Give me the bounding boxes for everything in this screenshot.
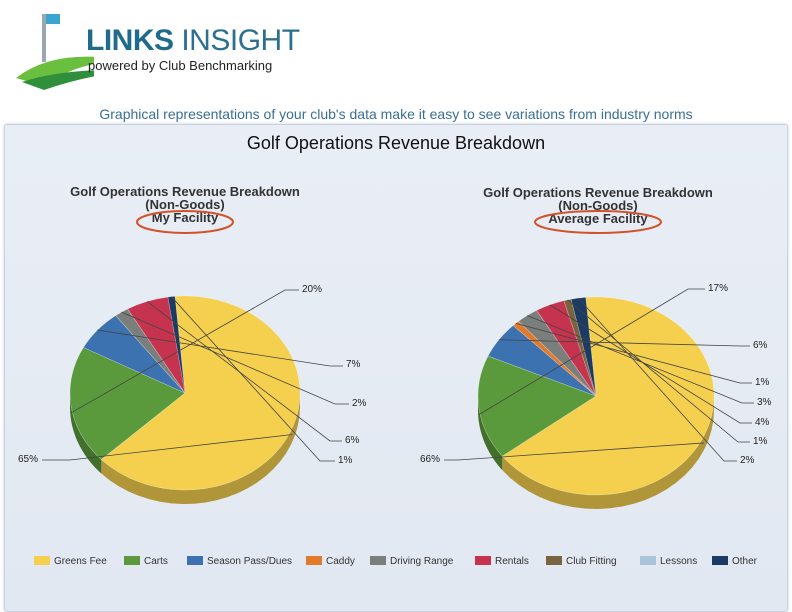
legend-swatch: [370, 556, 386, 565]
slice-label: 1%: [755, 377, 770, 388]
legend-swatch: [187, 556, 203, 565]
slice-label: 6%: [345, 435, 360, 446]
legend-label: Lessons: [660, 556, 697, 567]
pie-slice-greens-fee[interactable]: [501, 296, 715, 496]
chart-title-line: Average Facility: [548, 211, 648, 226]
golf-flag-icon: [16, 14, 94, 90]
legend-item-season-pass-dues[interactable]: Season Pass/Dues: [187, 556, 292, 567]
legend-item-club-fitting[interactable]: Club Fitting: [546, 556, 617, 567]
highlight-circle: [136, 210, 234, 234]
chart-title-line: (Non-Goods): [558, 198, 637, 213]
pie-side-walls: [70, 393, 300, 504]
panel-title: Golf Operations Revenue Breakdown: [246, 133, 546, 153]
slice-label: 3%: [757, 397, 772, 408]
legend-label: Driving Range: [390, 556, 454, 567]
leader-line: [444, 442, 704, 461]
slice-label: 4%: [755, 417, 770, 428]
leader-line: [567, 299, 750, 443]
leader-line: [578, 297, 737, 462]
legend-label: Season Pass/Dues: [207, 556, 292, 567]
legend-item-other[interactable]: Other: [712, 556, 758, 567]
chart-title-line: (Non-Goods): [145, 197, 224, 212]
chart-title-line: My Facility: [152, 210, 219, 225]
leader-line: [171, 296, 335, 462]
pie-slice-greens-fee[interactable]: [100, 295, 301, 491]
slice-label: 1%: [753, 436, 768, 447]
pie-chart-2: 66% 17% 6% 1% 3% 4% 1% 2% Golf Operations Revenu…: [420, 185, 772, 509]
leader-line: [515, 322, 752, 384]
slice-label: 2%: [352, 398, 367, 409]
legend-item-greens-fee[interactable]: Greens Fee: [34, 556, 107, 567]
legend-label: Caddy: [326, 556, 355, 567]
legend-item-lessons[interactable]: Lessons: [640, 556, 697, 567]
pie-side-walls: [478, 396, 714, 509]
leader-line: [478, 288, 705, 416]
chart-title-line: Golf Operations Revenue Breakdown: [483, 185, 713, 200]
legend-label: Rentals: [495, 556, 529, 567]
legend-swatch: [546, 556, 562, 565]
highlight-circle: [534, 210, 662, 234]
slice-label: 20%: [302, 284, 322, 295]
slice-label: 7%: [346, 359, 361, 370]
leader-line: [498, 339, 750, 347]
chart-title-line: Golf Operations Revenue Breakdown: [70, 184, 300, 199]
slice-label: 6%: [753, 340, 768, 351]
pie-slice-driving-range[interactable]: [115, 308, 186, 394]
legend-label: Other: [732, 556, 758, 567]
legend-item-driving-range[interactable]: Driving Range: [370, 556, 454, 567]
leader-line: [97, 329, 343, 367]
legend-swatch: [306, 556, 322, 565]
legend-item-rentals[interactable]: Rentals: [475, 556, 529, 567]
legend-swatch: [475, 556, 491, 565]
slice-label: 2%: [740, 455, 755, 466]
leader-line: [549, 304, 752, 424]
pie-chart-1: 65% 20% 7% 2% 6% 1% Golf Operations Revenue Br…: [18, 184, 367, 504]
brand-title: LINKS INSIGHT: [86, 24, 300, 57]
legend-item-caddy[interactable]: Caddy: [306, 556, 355, 567]
pie-slice-season-pass-dues[interactable]: [82, 315, 186, 394]
tagline: Graphical representations of your club's…: [99, 106, 693, 122]
leader-line: [121, 311, 349, 405]
legend-label: Greens Fee: [54, 556, 107, 567]
slice-label: 65%: [18, 454, 38, 465]
slice-label: 17%: [708, 283, 728, 294]
leader-line: [42, 434, 293, 461]
legend-label: Club Fitting: [566, 556, 617, 567]
leader-line: [146, 301, 342, 442]
leader-line: [70, 289, 299, 414]
legend-swatch: [34, 556, 50, 565]
pie-side-greens-fee: [502, 396, 714, 509]
brand-subtitle: powered by Club Benchmarking: [88, 58, 273, 73]
legend-swatch: [640, 556, 656, 565]
pie-slice-carts[interactable]: [69, 347, 186, 460]
slice-label: 1%: [338, 455, 353, 466]
links-insight-logo: LINKS INSIGHT powered by Club Benchmarki…: [14, 8, 304, 98]
legend-item-carts[interactable]: Carts: [124, 556, 168, 567]
legend-label: Carts: [144, 556, 168, 567]
pie-side-carts: [478, 396, 503, 471]
pie-side-carts: [70, 393, 102, 474]
pie-slice-caddy[interactable]: [512, 320, 597, 397]
legend-swatch: [124, 556, 140, 565]
pie-slice-carts[interactable]: [477, 355, 597, 457]
leader-line: [527, 315, 754, 404]
pie-side-greens-fee: [101, 393, 300, 504]
slice-label: 66%: [420, 454, 440, 465]
legend: Greens Fee Carts Season Pass/Dues Caddy Driv…: [34, 556, 758, 567]
legend-swatch: [712, 556, 728, 565]
